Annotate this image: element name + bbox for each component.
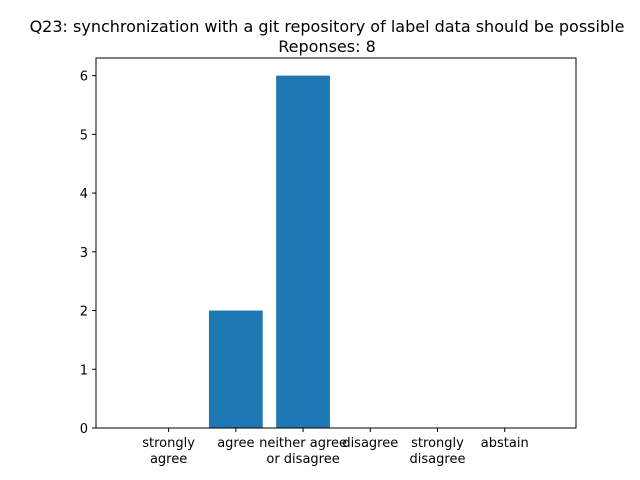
bar-2	[276, 75, 330, 428]
plot-frame	[95, 57, 577, 429]
x-tick-label-0: strongly agree	[142, 436, 195, 467]
chart-title: Q23: synchronization with a git reposito…	[30, 17, 625, 36]
bars-layer	[208, 75, 330, 428]
y-tick-label-3: 3	[80, 246, 88, 261]
y-tick-label-6: 6	[80, 70, 88, 85]
y-tick-label-4: 4	[80, 187, 88, 202]
x-tick-label-5: abstain	[481, 436, 529, 451]
chart-subtitle: Reponses: 8	[278, 37, 376, 56]
x-tick-label-4: strongly disagree	[410, 436, 466, 467]
y-tick-label-2: 2	[80, 305, 88, 320]
x-tick-label-1: agree	[217, 436, 254, 451]
y-tick-label-5: 5	[80, 128, 88, 143]
x-tick-label-2: neither agree or disagree	[259, 436, 347, 467]
y-axis: 0 1 2 3 4 5 6	[80, 70, 96, 437]
x-tick-label-3: disagree	[342, 436, 398, 451]
bar-1	[208, 310, 263, 428]
y-tick-label-0: 0	[80, 422, 88, 437]
y-tick-label-1: 1	[80, 363, 88, 378]
x-axis: strongly agree agree neither agree or disagr…	[142, 428, 529, 467]
